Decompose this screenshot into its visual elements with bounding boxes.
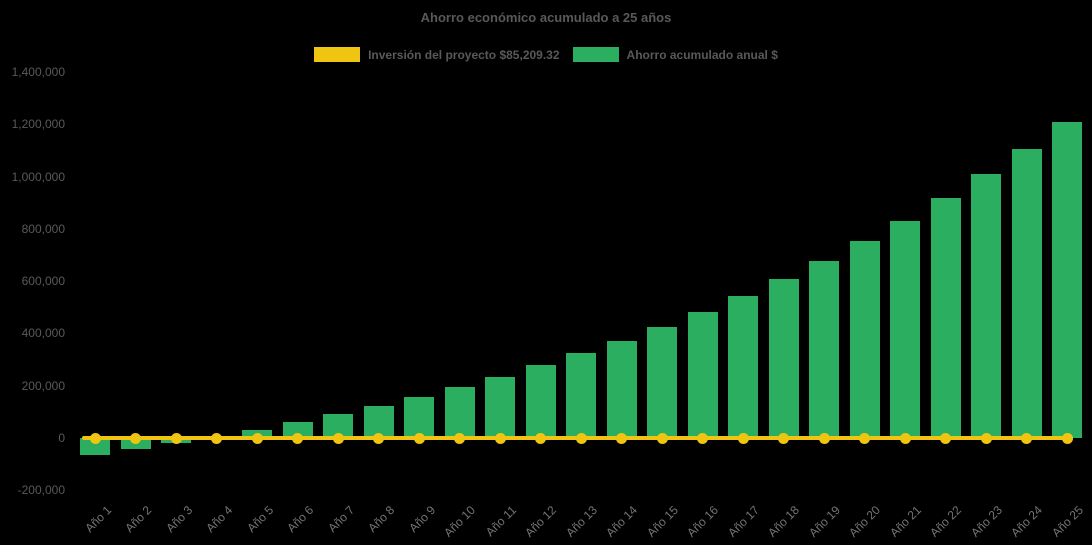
x-tick-label: Año 22 — [927, 503, 965, 540]
x-tick-label: Año 3 — [162, 503, 195, 536]
y-tick-label: 0 — [58, 430, 65, 445]
x-tick-label: Año 8 — [365, 503, 398, 536]
investment-marker-icon — [494, 432, 506, 444]
bar-ano-10 — [444, 387, 475, 438]
y-tick-label: 1,000,000 — [11, 169, 65, 184]
bar-ano-24 — [1011, 149, 1042, 438]
investment-marker-icon — [1021, 432, 1032, 444]
investment-marker-icon — [980, 432, 992, 444]
investment-marker-icon — [818, 432, 830, 444]
investment-marker-icon — [373, 432, 384, 444]
bar-ano-15 — [647, 326, 677, 438]
legend-label-inversion: Inversión del proyecto $85,209.32 — [368, 47, 560, 62]
investment-marker-icon — [292, 432, 303, 444]
investment-marker-icon — [130, 432, 141, 444]
investment-marker-icon — [251, 432, 263, 444]
investment-marker-icon — [859, 432, 870, 444]
investment-marker-icon — [535, 432, 546, 444]
investment-marker-icon — [697, 432, 708, 444]
bar-ano-22 — [930, 197, 961, 438]
investment-marker-icon — [940, 432, 951, 444]
x-tick-label: Año 19 — [806, 503, 843, 540]
x-tick-label: Año 1 — [81, 503, 114, 536]
legend: Inversión del proyecto $85,209.32 Ahorro… — [0, 47, 1092, 62]
x-tick-label: Año 11 — [482, 503, 519, 540]
bar-ano-13 — [566, 353, 596, 438]
chart-title: Ahorro económico acumulado a 25 años — [420, 10, 672, 25]
y-tick-label: -200,000 — [17, 483, 65, 497]
legend-item-ahorro: Ahorro acumulado anual $ — [572, 47, 778, 62]
x-tick-label: Año 9 — [405, 503, 438, 536]
investment-marker-icon — [737, 432, 749, 444]
x-tick-label: Año 4 — [203, 503, 236, 536]
bar-ano-25 — [1052, 121, 1082, 438]
bar-ano-7 — [323, 414, 353, 438]
investment-marker-icon — [1061, 432, 1073, 444]
legend-swatch-yellow-icon — [314, 47, 361, 62]
bar-ano-18 — [768, 278, 799, 438]
x-tick-label: Año 23 — [968, 503, 1005, 540]
investment-marker-icon — [211, 432, 222, 444]
bar-ano-14 — [606, 340, 637, 438]
legend-item-inversion: Inversión del proyecto $85,209.32 — [314, 47, 560, 62]
x-tick-label: Año 24 — [1008, 503, 1046, 540]
bar-ano-6 — [282, 422, 313, 438]
investment-marker-icon — [899, 432, 911, 444]
bar-ano-8 — [363, 406, 394, 438]
bar-ano-20 — [849, 241, 880, 438]
x-tick-label: Año 7 — [324, 503, 357, 536]
x-tick-label: Año 20 — [846, 503, 884, 540]
bar-ano-1 — [80, 437, 110, 455]
y-tick-label: 600,000 — [21, 274, 65, 288]
investment-marker-icon — [89, 432, 101, 444]
legend-swatch-green-icon — [572, 47, 619, 62]
bar-ano-11 — [485, 376, 515, 438]
investment-marker-icon — [332, 432, 344, 444]
x-tick-label: Año 5 — [243, 503, 276, 536]
x-tick-label: Año 15 — [644, 503, 681, 540]
investment-marker-icon — [575, 432, 587, 444]
y-tick-label: 400,000 — [21, 326, 65, 341]
bar-ano-9 — [404, 396, 434, 438]
investment-marker-icon — [413, 432, 425, 444]
x-tick-label: Año 10 — [441, 503, 479, 540]
x-tick-label: Año 21 — [887, 503, 924, 540]
bar-ano-12 — [525, 365, 556, 438]
x-tick-label: Año 6 — [284, 503, 317, 536]
x-tick-label: Año 18 — [765, 503, 803, 540]
x-tick-label: Año 2 — [122, 503, 155, 536]
legend-label-ahorro: Ahorro acumulado anual $ — [626, 47, 778, 62]
x-tick-label: Año 16 — [684, 503, 722, 540]
bar-ano-17 — [728, 296, 758, 438]
investment-marker-icon — [454, 432, 465, 444]
investment-marker-icon — [616, 432, 627, 444]
y-tick-label: 800,000 — [21, 221, 65, 236]
y-tick-label: 1,200,000 — [11, 117, 65, 132]
investment-marker-icon — [170, 432, 182, 444]
investment-marker-icon — [656, 432, 668, 444]
x-tick-label: Año 17 — [725, 503, 762, 540]
x-tick-label: Año 25 — [1049, 503, 1086, 540]
x-tick-label: Año 12 — [522, 503, 560, 540]
bar-ano-21 — [890, 221, 920, 438]
x-tick-label: Año 13 — [563, 503, 600, 540]
bar-ano-23 — [971, 174, 1001, 438]
x-tick-label: Año 14 — [603, 503, 641, 540]
bar-ano-16 — [687, 311, 718, 438]
y-tick-label: 1,400,000 — [11, 65, 65, 79]
bar-ano-19 — [809, 260, 839, 438]
investment-marker-icon — [778, 432, 789, 444]
y-tick-label: 200,000 — [21, 378, 65, 393]
